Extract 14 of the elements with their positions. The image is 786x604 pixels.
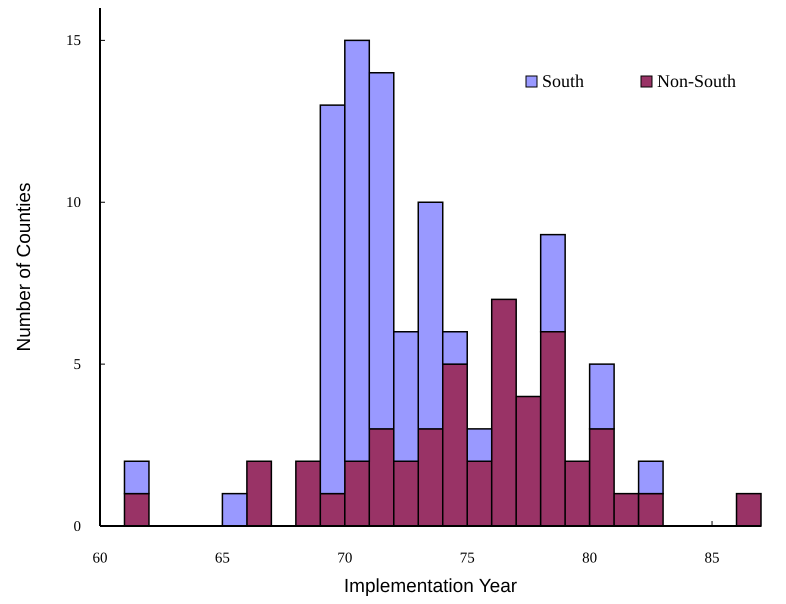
y-axis-title: Number of Counties	[14, 182, 35, 352]
legend-label: South	[542, 71, 584, 91]
x-tick-label: 80	[582, 550, 598, 567]
y-tick-label: 5	[74, 356, 81, 373]
x-axis-title: Implementation Year	[344, 576, 518, 597]
x-tick-label: 60	[92, 550, 108, 567]
y-tick-label: 10	[66, 195, 81, 212]
x-tick-label: 65	[214, 550, 230, 567]
x-tick-label: 70	[337, 550, 352, 567]
y-tick-label: 0	[74, 518, 81, 535]
y-tick-label: 15	[66, 33, 81, 50]
x-tick-label: 75	[460, 550, 475, 567]
x-tick-label: 85	[704, 550, 720, 567]
legend-label: Non-South	[657, 71, 736, 91]
